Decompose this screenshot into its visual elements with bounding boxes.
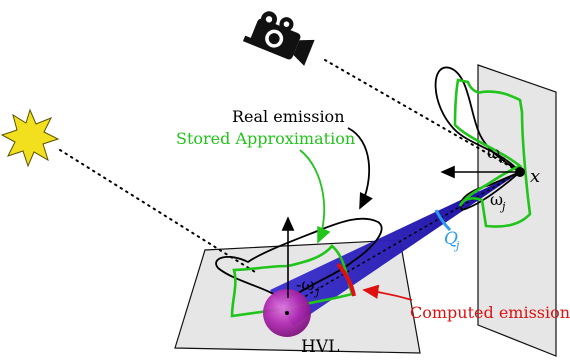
svg-text:Q: Q [444,229,458,249]
neg-omega-j-label: -ω j [296,275,320,298]
sampling-cone [270,172,520,326]
svg-text:j: j [453,239,460,252]
camera-icon [242,11,315,66]
sun-burst-icon [0,108,60,168]
camera-ray [324,59,521,173]
receiver-plane [477,64,557,357]
computed-emission-callout-arrow [362,284,413,301]
computed-emission-label: Computed emission [410,303,570,322]
stored-approximation-lobe-floor [230,244,354,318]
svg-text:ω: ω [490,190,503,209]
hvl-label: HVL [301,337,339,357]
stored-approximation-label: Stored Approximation [176,129,355,148]
q-label: Q j [444,229,460,252]
light-ray [59,149,256,273]
svg-text:-ω: -ω [296,275,314,294]
svg-text:ω: ω [487,143,500,162]
stored-approximation-callout-arrow [299,149,331,244]
real-emission-label: Real emission [232,107,345,126]
svg-text:o: o [499,153,506,166]
svg-text:j: j [499,200,506,213]
stored-approximation-lobe-wall [453,78,532,228]
real-emission-callout-arrow [347,127,373,210]
q-arc [434,209,452,232]
omega-j-label: ω j [490,190,506,213]
real-emission-lobe-wall [434,66,521,173]
svg-text:j: j [313,285,320,298]
omega-o-label: ω o [487,143,506,166]
point-x [515,167,525,177]
x-label: x [530,166,540,187]
computed-emission-arc [336,262,356,297]
hvl-center [285,311,289,315]
